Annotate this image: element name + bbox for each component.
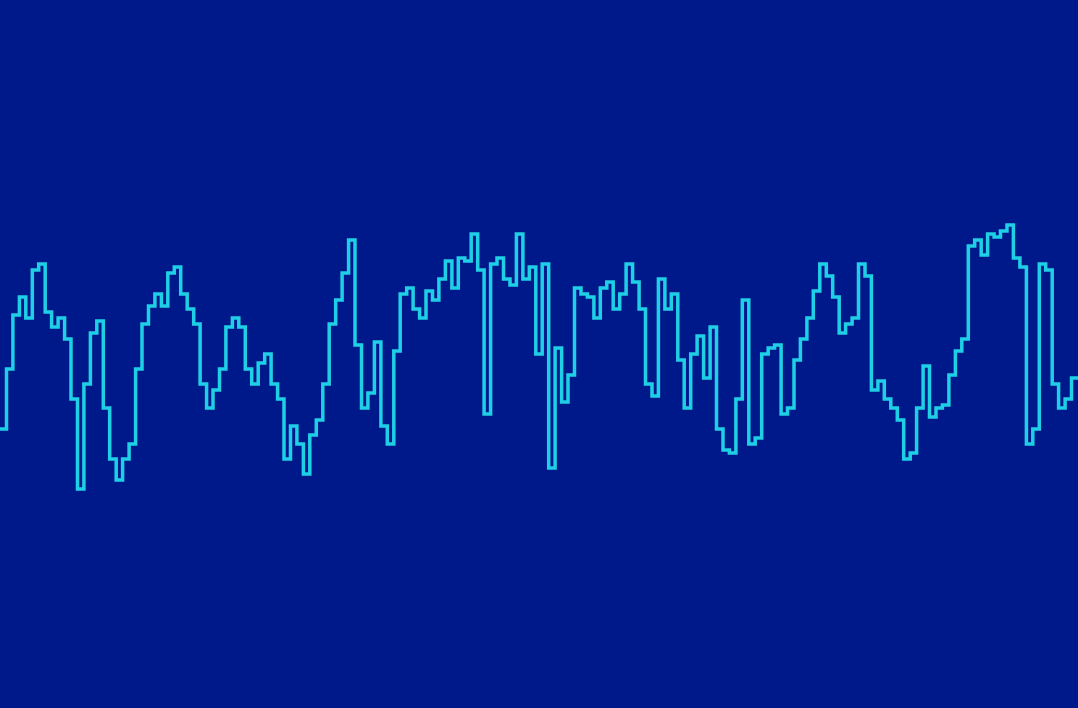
waveform-trace	[0, 223, 1078, 491]
